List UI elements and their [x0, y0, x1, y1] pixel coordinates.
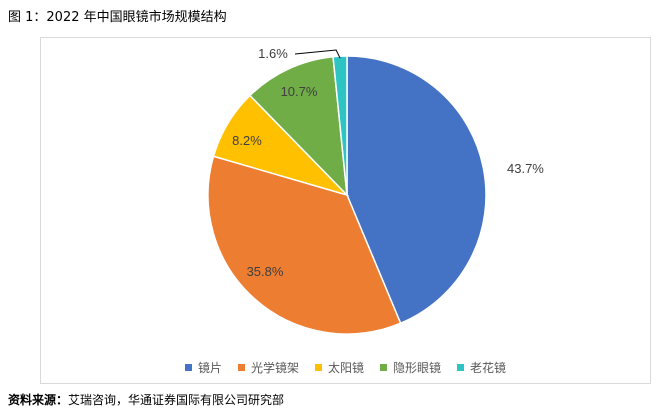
leader-line-reading-glasses [294, 49, 341, 59]
source-note: 资料来源：艾瑞咨询，华通证券国际有限公司研究部 [8, 391, 284, 408]
legend-swatch-lens [184, 364, 192, 371]
chart-legend: 镜片 光学镜架 太阳镜 隐形眼镜 老花镜 [41, 359, 650, 376]
legend-label-reading-glasses: 老花镜 [470, 361, 507, 375]
legend-label-sunglasses: 太阳镜 [327, 361, 364, 375]
data-label-reading-glasses: 1.6% [258, 46, 288, 61]
legend-swatch-optical-frames [237, 364, 245, 371]
legend-label-contact-lenses: 隐形眼镜 [393, 361, 442, 375]
figure-title: 图 1：2022 年中国眼镜市场规模结构 [8, 10, 227, 25]
source-label: 资料来源： [8, 393, 69, 407]
chart-area: 43.7% 35.8% 8.2% 10.7% 1.6% 镜片 光学镜架 太阳镜 隐形眼镜… [40, 37, 651, 384]
legend-item-optical-frames: 光学镜架 [237, 359, 299, 376]
pie-chart: 43.7% 35.8% 8.2% 10.7% 1.6% [207, 46, 544, 335]
legend-label-lens: 镜片 [197, 361, 222, 375]
pie-slice-contact-lenses [248, 55, 348, 198]
legend-swatch-sunglasses [314, 364, 322, 371]
data-label-sunglasses: 8.2% [232, 133, 262, 148]
legend-item-sunglasses: 太阳镜 [314, 359, 364, 376]
legend-item-lens: 镜片 [184, 359, 222, 376]
legend-label-optical-frames: 光学镜架 [250, 361, 299, 375]
legend-swatch-contact-lenses [380, 364, 387, 371]
data-label-lens: 43.7% [507, 161, 544, 176]
data-label-optical-frames: 35.8% [247, 264, 284, 279]
pie-slice-reading-glasses [332, 55, 348, 196]
pie-slice-optical-frames [207, 155, 402, 335]
legend-swatch-reading-glasses [457, 364, 465, 371]
legend-item-contact-lenses: 隐形眼镜 [380, 359, 441, 376]
source-text: 艾瑞咨询，华通证券国际有限公司研究部 [68, 393, 285, 407]
legend-item-reading-glasses: 老花镜 [457, 359, 506, 376]
pie-slice-lens [346, 55, 487, 325]
data-label-contact-lenses: 10.7% [281, 84, 318, 99]
